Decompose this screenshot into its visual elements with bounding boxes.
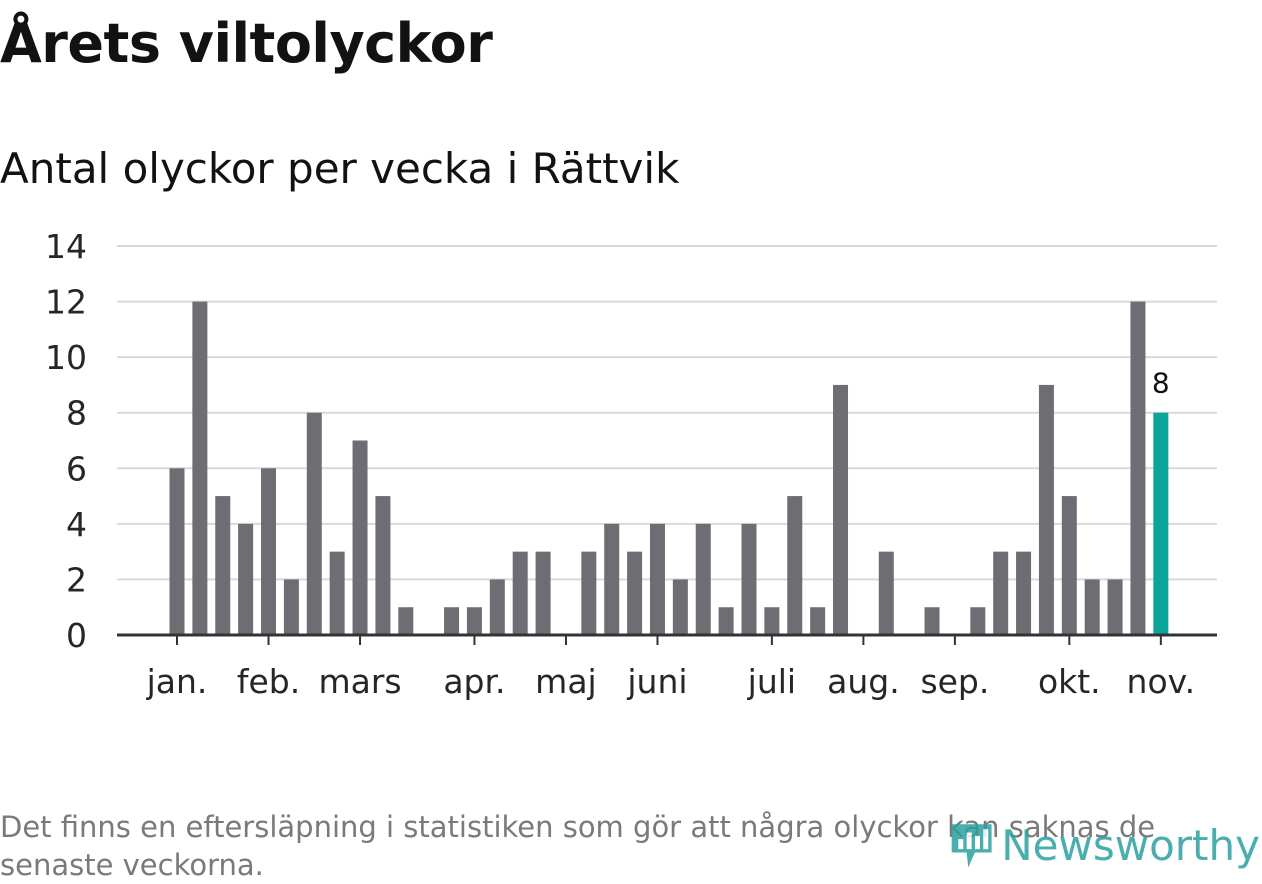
bar: [352, 440, 368, 635]
bar: [329, 551, 345, 635]
x-tick-label: mars: [318, 662, 401, 701]
bar: [489, 579, 505, 635]
x-tick-label: nov.: [1127, 662, 1196, 701]
y-tick-label: 8: [66, 394, 87, 433]
x-tick-label: apr.: [443, 662, 505, 701]
bar: [444, 607, 460, 635]
bar: [261, 468, 277, 635]
y-tick-label: 2: [66, 560, 87, 599]
bar: [695, 523, 711, 635]
bar: [993, 551, 1009, 635]
bar: [1107, 579, 1123, 635]
y-tick-label: 14: [45, 227, 87, 266]
bar-highlight: [1153, 412, 1169, 635]
bar: [1084, 579, 1100, 635]
newsworthy-logo-text: Newsworthy: [1001, 820, 1260, 870]
bar: [970, 607, 986, 635]
y-tick-label: 12: [45, 283, 87, 322]
bar: [283, 579, 299, 635]
bar: [718, 607, 734, 635]
gridlines: [117, 245, 1217, 581]
bar: [924, 607, 940, 635]
bar: [398, 607, 414, 635]
bar: [535, 551, 551, 635]
bar: [1130, 301, 1146, 635]
x-tick-label: okt.: [1038, 662, 1101, 701]
bar: [215, 496, 231, 635]
y-tick-label: 6: [66, 449, 87, 488]
bar: [878, 551, 894, 635]
x-tick-label: feb.: [237, 662, 300, 701]
bar: [787, 496, 803, 635]
bar: [306, 412, 322, 635]
data-label: 8: [1152, 367, 1170, 400]
bar: [466, 607, 482, 635]
bars: [169, 301, 1169, 635]
bar: [833, 384, 849, 635]
bar: [1061, 496, 1077, 635]
bar: [169, 468, 185, 635]
x-tick-label: maj: [535, 662, 597, 701]
tick-labels: 0 2 4 6 8 10 12 14 8 jan. feb. mars apr. maj juni juli a…: [45, 227, 1195, 701]
bar: [649, 523, 665, 635]
bar: [1038, 384, 1054, 635]
newsworthy-logo-icon: [951, 824, 992, 868]
x-tick-label: juni: [626, 662, 687, 701]
bar: [672, 579, 688, 635]
x-tick-label: sep.: [920, 662, 989, 701]
chart-title: Årets viltolyckor: [0, 12, 493, 75]
bar: [581, 551, 597, 635]
bar: [810, 607, 826, 635]
x-tick-label: juli: [747, 662, 796, 701]
bar: [238, 523, 254, 635]
bar: [627, 551, 643, 635]
bar: [604, 523, 620, 635]
x-tick-label: aug.: [827, 662, 900, 701]
y-tick-label: 0: [66, 616, 87, 655]
newsworthy-logo: Newsworthy: [950, 814, 1260, 876]
bar: [375, 496, 391, 635]
bar: [741, 523, 757, 635]
x-tick-label: jan.: [146, 662, 208, 701]
bar: [512, 551, 528, 635]
bar: [192, 301, 208, 635]
x-axis: [117, 633, 1217, 645]
bar: [764, 607, 780, 635]
bar: [1016, 551, 1032, 635]
chart-subtitle: Antal olyckor per vecka i Rättvik: [0, 144, 680, 193]
y-tick-label: 10: [45, 338, 87, 377]
y-tick-label: 4: [66, 505, 87, 544]
